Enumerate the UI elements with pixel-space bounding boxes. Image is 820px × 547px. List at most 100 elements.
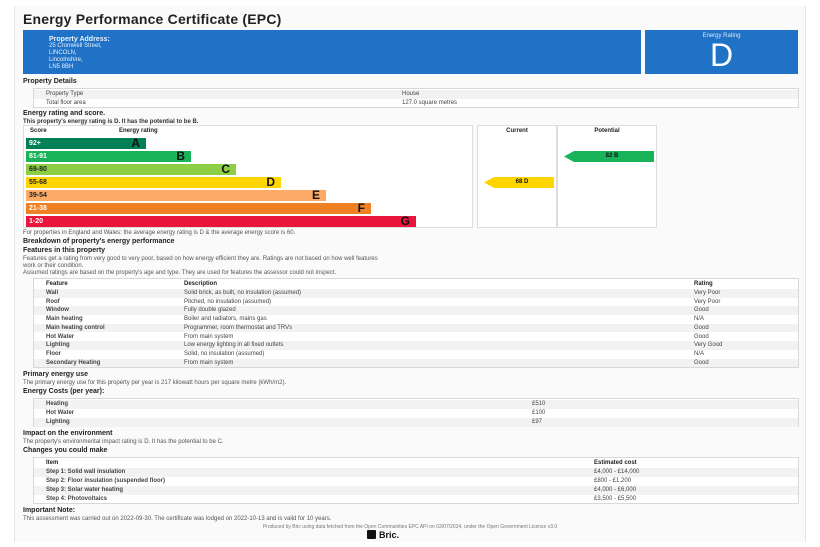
table-row: Hot Water £100 <box>34 409 798 418</box>
breakdown-heading: Breakdown of property's energy performan… <box>23 238 175 245</box>
rating-band-e: 39-54 E <box>26 189 326 202</box>
feature-rating: Good <box>694 307 709 314</box>
cost-label: Lighting <box>46 419 70 425</box>
step-cost: £3,500 - £5,500 <box>594 496 637 502</box>
feature-name: Lighting <box>46 342 70 349</box>
column-header: Item <box>46 460 59 466</box>
band-score-label: 69-80 <box>29 166 47 173</box>
features-paragraph: Features get a rating from very good to … <box>23 256 378 262</box>
primary-energy-heading: Primary energy use <box>23 371 88 378</box>
table-row: Hot Water From main system Good <box>34 333 798 342</box>
primary-energy-text: The primary energy use for this property… <box>23 380 287 386</box>
band-score-label: 81-91 <box>29 153 47 160</box>
footer-text: Produced by Bric using data fetched from… <box>262 524 558 530</box>
table-header-row: Feature Description Rating <box>34 280 798 289</box>
features-paragraph-cont: work or their condition. <box>23 263 84 269</box>
table-row: Step 3: Solar water heating £4,000 - £6,0… <box>34 486 798 495</box>
changes-heading: Changes you could make <box>23 447 108 454</box>
feature-name: Secondary Heating <box>46 359 101 366</box>
cost-value: £97 <box>532 419 543 425</box>
step-name: Step 2: Floor insulation (suspended floo… <box>46 478 166 484</box>
potential-column-header: Potential <box>594 128 620 134</box>
feature-name: Hot Water <box>46 333 75 340</box>
band-letter: C <box>221 162 230 176</box>
step-name: Step 1: Solid wall insulation <box>46 469 126 475</box>
property-type-label: Property Type <box>46 91 84 97</box>
rating-band-b: 81-91 B <box>26 149 191 163</box>
address-label: Property Address: <box>49 36 110 43</box>
energy-costs-heading: Energy Costs (per year): <box>23 388 105 395</box>
feature-name: Main heating <box>46 316 83 323</box>
table-row: Step 2: Floor insulation (suspended floo… <box>34 477 798 486</box>
address-line: 25 Cromwell Street, <box>49 43 102 49</box>
property-type-value: House <box>402 91 420 97</box>
property-details-heading: Property Details <box>23 78 77 85</box>
band-score-label: 55-68 <box>29 179 47 186</box>
feature-rating: Very Poor <box>694 298 721 305</box>
cost-label: Hot Water <box>46 410 75 416</box>
energy-costs-table: Heating £510 Hot Water £100 Lighting £97 <box>33 398 799 427</box>
rating-band-a: 92+ A <box>26 136 146 150</box>
band-letter: G <box>400 214 410 228</box>
impact-heading: Impact on the environment <box>23 430 113 437</box>
step-name: Step 4: Photovoltaics <box>46 496 108 502</box>
energy-rating-label: Energy Rating <box>702 33 741 39</box>
feature-name: Window <box>46 307 69 314</box>
property-details-table: Property Type House Total floor area 127… <box>33 88 799 108</box>
table-row: Step 1: Solid wall insulation £4,000 - £1… <box>34 468 798 477</box>
column-header: Feature <box>46 281 68 287</box>
changes-table: Item Estimated cost Step 1: Solid wall ins… <box>33 457 799 504</box>
current-column: Current 68 D <box>477 125 557 228</box>
energy-rating-value: D <box>709 37 734 73</box>
rating-band-f: 21-38 F <box>26 201 371 215</box>
energy-summary: This property's energy rating is D. It h… <box>23 119 199 125</box>
table-row: Secondary Heating From main system Good <box>34 358 798 368</box>
features-heading: Features in this property <box>23 247 106 254</box>
rating-column-header: Energy rating <box>119 128 158 134</box>
energy-rating-chart: Score Energy rating 92+ A 81-91 B 69-80 C 55-6… <box>23 125 473 228</box>
feature-rating: N/A <box>694 350 705 357</box>
feature-rating: Very Good <box>694 342 723 349</box>
feature-name: Wall <box>46 290 59 296</box>
potential-column: Potential 82 B <box>557 125 657 228</box>
band-letter: A <box>131 136 140 150</box>
floor-area-value: 127.0 square metres <box>402 100 458 106</box>
bric-logo-icon <box>367 530 376 539</box>
bric-logo: Bric. <box>367 530 399 540</box>
address-line: LN5 8BH <box>49 64 74 70</box>
cost-value: £510 <box>532 401 546 407</box>
table-row: Wall Solid brick, as built, no insulation… <box>34 289 798 298</box>
table-row: Window Fully double glazed Good <box>34 306 798 316</box>
feature-description: Boiler and radiators, mains gas <box>184 316 267 323</box>
table-row: Property Type House <box>34 90 798 99</box>
feature-description: Pitched, no insulation (assumed) <box>184 298 272 305</box>
band-letter: B <box>176 149 185 163</box>
table-row: Heating £510 <box>34 400 798 409</box>
table-row: Main heating Boiler and radiators, mains … <box>34 315 798 324</box>
band-score-label: 21-38 <box>29 205 47 212</box>
table-row: Floor Solid, no insulation (assumed) N/A <box>34 350 798 359</box>
table-row: Step 4: Photovoltaics £3,500 - £5,500 <box>34 495 798 504</box>
feature-name: Roof <box>46 298 60 305</box>
score-column-header: Score <box>30 128 47 134</box>
step-cost: £800 - £1,200 <box>594 478 632 484</box>
feature-description: Low energy lighting in all fixed outlets <box>184 342 284 349</box>
column-header: Estimated cost <box>594 460 637 466</box>
address-panel: Property Address: 25 Cromwell Street, LI… <box>23 30 641 74</box>
band-letter: F <box>357 201 365 215</box>
current-column-header: Current <box>506 128 528 134</box>
feature-description: From main system <box>184 333 234 340</box>
rating-band-g: 1-20 G <box>26 214 416 228</box>
floor-area-label: Total floor area <box>46 100 86 106</box>
page-title: Energy Performance Certificate (EPC) <box>23 11 282 27</box>
assumed-paragraph: Assumed ratings are based on the propert… <box>23 270 337 276</box>
cost-label: Heating <box>46 401 69 407</box>
feature-rating: Good <box>694 324 709 331</box>
band-score-label: 39-54 <box>29 192 47 199</box>
table-row: Lighting £97 <box>34 418 798 427</box>
feature-rating: N/A <box>694 316 705 323</box>
energy-rating-panel: Energy Rating D <box>645 30 798 74</box>
potential-rating-arrow: 82 B <box>564 151 654 162</box>
cost-value: £100 <box>532 410 546 416</box>
feature-rating: Good <box>694 333 709 340</box>
